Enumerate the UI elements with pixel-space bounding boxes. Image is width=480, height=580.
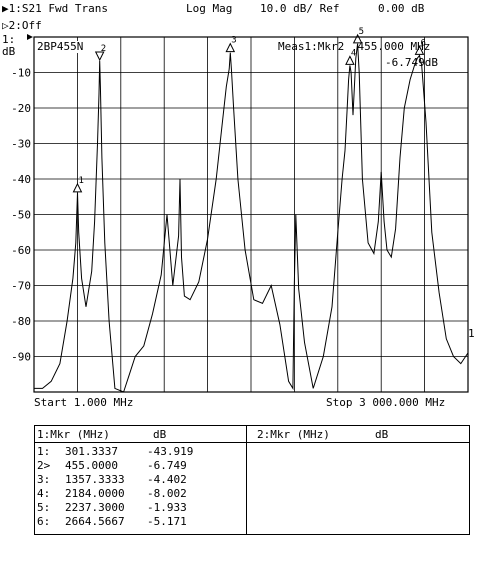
marker-label-2: 2 [101, 44, 106, 54]
channel-tag: 1: [2, 33, 16, 46]
channel1-label[interactable]: ▶1:S21 Fwd Trans [2, 2, 108, 15]
right-header-freq: 2:Mkr (MHz) [257, 428, 330, 441]
marker-id: 3: [37, 473, 51, 486]
marker-label-6: 6 [420, 38, 425, 48]
marker-label-3: 3 [231, 36, 236, 46]
marker-1 [72, 182, 83, 193]
trace-label: 2BP455N [37, 40, 84, 53]
marker-frequency: 2237.3000 [65, 501, 125, 514]
marker-id: 6: [37, 515, 51, 528]
format-label: Log Mag [186, 2, 233, 15]
marker-id: 5: [37, 501, 51, 514]
marker-table: 1:Mkr (MHz) dB 2:Mkr (MHz) dB 1: 301.333… [34, 425, 470, 535]
marker-6 [414, 45, 425, 55]
marker-frequency: 301.3337 [65, 445, 118, 458]
y-tick-label: -70 [11, 280, 31, 293]
marker-value: -1.933 [147, 501, 187, 514]
table-row: 1: 301.3337 -43.919 [35, 445, 193, 458]
stop-frequency: Stop 3 000.000 MHz [326, 396, 446, 409]
marker-readout-frequency: Meas1:Mkr2 455.000 MHz [278, 40, 431, 53]
marker-layer: 1 2 3 4 5 6 [72, 27, 426, 193]
marker-value: -6.749 [147, 459, 187, 472]
marker-3 [225, 42, 236, 53]
marker-label-1: 1 [78, 176, 83, 186]
y-tick-labels: -10 -20 -30 -40 -50 -60 -70 -80 -90 [11, 67, 31, 364]
channel2-label[interactable]: ▷2:Off [2, 19, 42, 32]
table-row: 2> 455.0000 -6.749 [35, 459, 187, 472]
unit-label: dB [2, 45, 16, 58]
table-row: 3: 1357.3333 -4.402 [35, 473, 187, 486]
marker-value: -43.919 [147, 445, 194, 458]
y-tick-label: -80 [11, 315, 31, 328]
marker-frequency: 2184.0000 [65, 487, 125, 500]
marker-id: 1: [37, 445, 51, 458]
plot-frame [33, 36, 469, 393]
scale-label: 10.0 dB/ Ref [260, 2, 340, 15]
left-header-freq: 1:Mkr (MHz) [37, 428, 110, 441]
y-tick-label: -50 [11, 209, 31, 222]
table-divider [246, 426, 247, 534]
table-row: 6: 2664.5667 -5.171 [35, 515, 187, 528]
marker-label-5: 5 [359, 27, 364, 37]
y-tick-label: -90 [11, 351, 31, 364]
table-header-rule [35, 442, 469, 443]
marker-value: -5.171 [147, 515, 187, 528]
marker-4 [345, 55, 355, 65]
trace-plot: -10 -20 -30 -40 -50 -60 -70 -80 -90 1 2 3 4 5 6 [11, 27, 469, 393]
right-header-db: dB [375, 428, 389, 441]
marker-id: 2> [37, 459, 51, 472]
start-frequency: Start 1.000 MHz [34, 396, 134, 409]
marker-value: -4.402 [147, 473, 187, 486]
analyzer-screen: ▶1:S21 Fwd Trans Log Mag 10.0 dB/ Ref 0.… [2, 2, 475, 535]
marker-frequency: 1357.3333 [65, 473, 125, 486]
grid [34, 37, 468, 392]
marker-5 [352, 33, 363, 44]
marker-id: 4: [37, 487, 51, 500]
reference-pointer [27, 34, 33, 40]
ref-label: 0.00 dB [378, 2, 425, 15]
y-tick-label: -40 [11, 173, 31, 186]
marker-2 [94, 51, 105, 62]
trace-line [34, 43, 469, 393]
y-tick-label: -30 [11, 138, 31, 151]
marker-label-4: 4 [351, 48, 356, 58]
marker-frequency: 2664.5667 [65, 515, 125, 528]
y-tick-label: -20 [11, 102, 31, 115]
trace-end-marker: 1 [468, 327, 475, 340]
marker-value: -8.002 [147, 487, 187, 500]
table-row: 4: 2184.0000 -8.002 [35, 487, 187, 500]
marker-readout-value: -6.749dB [385, 56, 438, 69]
y-tick-label: -60 [11, 244, 31, 257]
table-row: 5: 2237.3000 -1.933 [35, 501, 187, 514]
left-header-db: dB [153, 428, 167, 441]
marker-frequency: 455.0000 [65, 459, 118, 472]
y-tick-label: -10 [11, 67, 31, 80]
